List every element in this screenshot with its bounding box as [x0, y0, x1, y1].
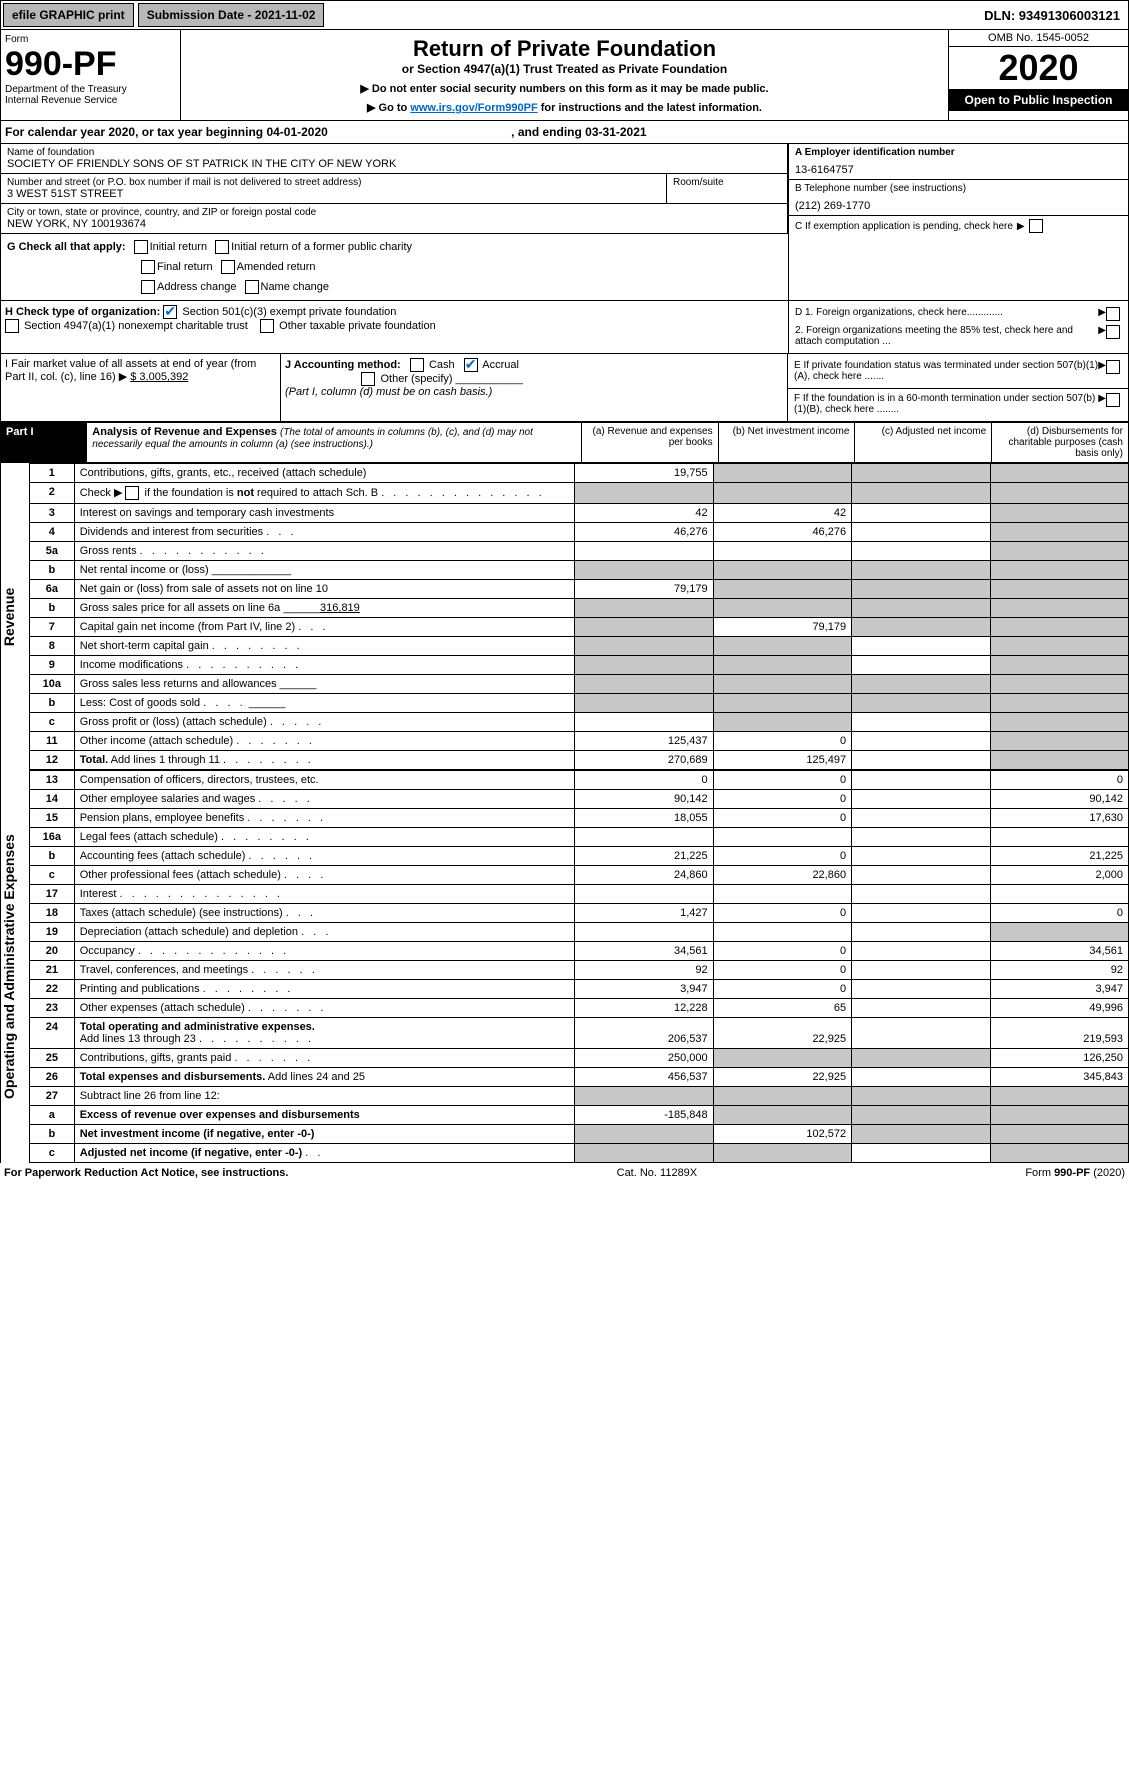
cb-c[interactable]: [1029, 219, 1043, 233]
cb-initial-former[interactable]: [215, 240, 229, 254]
g-label: G Check all that apply:: [7, 241, 126, 253]
ij-row: I Fair market value of all assets at end…: [0, 354, 1129, 422]
ein-value: 13-6164757: [795, 164, 1122, 176]
cb-other-method[interactable]: [361, 372, 375, 386]
top-bar: efile GRAPHIC print Submission Date - 20…: [0, 0, 1129, 30]
cb-final[interactable]: [141, 260, 155, 274]
city-state-zip: NEW YORK, NY 100193674: [7, 218, 781, 230]
col-d-header: (d) Disbursements for charitable purpose…: [992, 423, 1129, 463]
dln: DLN: 93491306003121: [976, 4, 1128, 27]
cb-d1[interactable]: [1106, 307, 1120, 321]
expenses-section: Operating and Administrative Expenses 13…: [0, 770, 1129, 1163]
paperwork-notice: For Paperwork Reduction Act Notice, see …: [4, 1167, 288, 1179]
tax-year: 2020: [949, 47, 1128, 89]
city-label: City or town, state or province, country…: [7, 207, 781, 218]
calendar-year-row: For calendar year 2020, or tax year begi…: [0, 121, 1129, 144]
cb-e[interactable]: [1106, 360, 1120, 374]
submission-date: Submission Date - 2021-11-02: [138, 3, 325, 27]
omb-number: OMB No. 1545-0052: [949, 30, 1128, 47]
part1-table: Part I Analysis of Revenue and Expenses …: [0, 422, 1129, 463]
cb-501c3[interactable]: [163, 305, 177, 319]
form-label: Form: [5, 34, 176, 45]
efile-button[interactable]: efile GRAPHIC print: [3, 3, 134, 27]
form-title: Return of Private Foundation: [187, 36, 942, 62]
cb-sch-b[interactable]: [125, 486, 139, 500]
form-ref: Form 990-PF (2020): [1025, 1167, 1125, 1179]
revenue-vert-label: Revenue: [1, 463, 29, 770]
col-b-header: (b) Net investment income: [718, 423, 855, 463]
ein-label: A Employer identification number: [795, 147, 1122, 158]
open-public: Open to Public Inspection: [949, 89, 1128, 111]
revenue-section: Revenue 1Contributions, gifts, grants, e…: [0, 463, 1129, 770]
c-label: C If exemption application is pending, c…: [795, 221, 1013, 232]
link-note: ▶ Go to www.irs.gov/Form990PF for instru…: [187, 101, 942, 114]
info-grid: Name of foundation SOCIETY OF FRIENDLY S…: [0, 144, 1129, 301]
cat-no: Cat. No. 11289X: [617, 1167, 698, 1179]
addr-label: Number and street (or P.O. box number if…: [7, 177, 660, 188]
expenses-vert-label: Operating and Administrative Expenses: [1, 770, 29, 1163]
col-a-header: (a) Revenue and expenses per books: [581, 423, 718, 463]
phone-value: (212) 269-1770: [795, 200, 1122, 212]
phone-label: B Telephone number (see instructions): [795, 183, 1122, 194]
cb-cash[interactable]: [410, 358, 424, 372]
cb-4947[interactable]: [5, 319, 19, 333]
cb-amended[interactable]: [221, 260, 235, 274]
name-label: Name of foundation: [7, 147, 781, 158]
privacy-note: ▶ Do not enter social security numbers o…: [187, 82, 942, 95]
fmv-value: $ 3,005,392: [130, 371, 188, 383]
form-subtitle: or Section 4947(a)(1) Trust Treated as P…: [187, 62, 942, 76]
irs-label: Internal Revenue Service: [5, 95, 176, 106]
dept-treasury: Department of the Treasury: [5, 84, 176, 95]
room-label: Room/suite: [673, 177, 781, 188]
cb-initial[interactable]: [134, 240, 148, 254]
col-c-header: (c) Adjusted net income: [855, 423, 992, 463]
street-address: 3 WEST 51ST STREET: [7, 188, 660, 200]
cb-name-change[interactable]: [245, 280, 259, 294]
cb-accrual[interactable]: [464, 358, 478, 372]
page-footer: For Paperwork Reduction Act Notice, see …: [0, 1163, 1129, 1183]
cb-f[interactable]: [1106, 393, 1120, 407]
cb-addr-change[interactable]: [141, 280, 155, 294]
cb-d2[interactable]: [1106, 325, 1120, 339]
foundation-name: SOCIETY OF FRIENDLY SONS OF ST PATRICK I…: [7, 158, 781, 170]
h-row: H Check type of organization: Section 50…: [0, 301, 1129, 354]
form-header: Form 990-PF Department of the Treasury I…: [0, 30, 1129, 121]
cb-other-tax[interactable]: [260, 319, 274, 333]
form-number: 990-PF: [5, 45, 176, 84]
irs-link[interactable]: www.irs.gov/Form990PF: [410, 102, 537, 114]
part1-label: Part I: [1, 423, 87, 463]
